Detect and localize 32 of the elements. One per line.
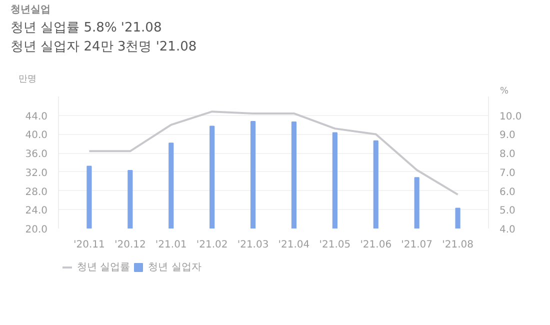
x-tick-label: '21.06 [360, 240, 392, 250]
y2-tick-label: 8.0 [500, 149, 516, 160]
x-tick-label: '21.02 [196, 240, 228, 250]
x-tick-label: '21.03 [237, 240, 269, 250]
y2-tick-label: 10.0 [500, 111, 522, 122]
y2-tick-label: 6.0 [500, 186, 516, 198]
chart-title: 청년실업 [10, 4, 50, 16]
y-tick-label: 20.0 [25, 224, 48, 236]
y-tick-label: 40.0 [25, 130, 48, 142]
y2-tick-label: 9.0 [500, 130, 516, 142]
line-series [88, 110, 459, 196]
legend-label: 청년 실업자 [148, 261, 202, 274]
y2-tick-label: 5.0 [500, 206, 516, 217]
y-tick-label: 32.0 [25, 168, 48, 179]
text: 청년 실업률 5.8% '21.08 [10, 20, 162, 36]
y2-tick-label: 7.0 [500, 168, 516, 179]
x-tick-label: '21.07 [401, 240, 433, 250]
y-tick-label: 24.0 [25, 206, 48, 217]
x-tick-label: '21.04 [278, 240, 310, 250]
legend-label: 청년 실업률 [77, 261, 130, 274]
x-tick-label: '21.05 [319, 240, 351, 250]
y-axis-title: 만명 [18, 74, 36, 84]
x-tick-label: '20.11 [74, 240, 105, 250]
y-tick-label: 36.0 [25, 149, 48, 160]
text: 청년 실업자 24만 3천명 '21.08 [10, 40, 197, 54]
x-tick-label: '21.01 [155, 240, 187, 250]
y-tick-label: 28.0 [25, 186, 48, 198]
y2-axis-title: % [500, 86, 509, 96]
y-tick-label: 44.0 [25, 111, 48, 122]
y2-tick-label: 4.0 [500, 224, 516, 236]
x-tick-label: '20.12 [114, 240, 146, 250]
x-tick-label: '21.08 [442, 240, 474, 250]
